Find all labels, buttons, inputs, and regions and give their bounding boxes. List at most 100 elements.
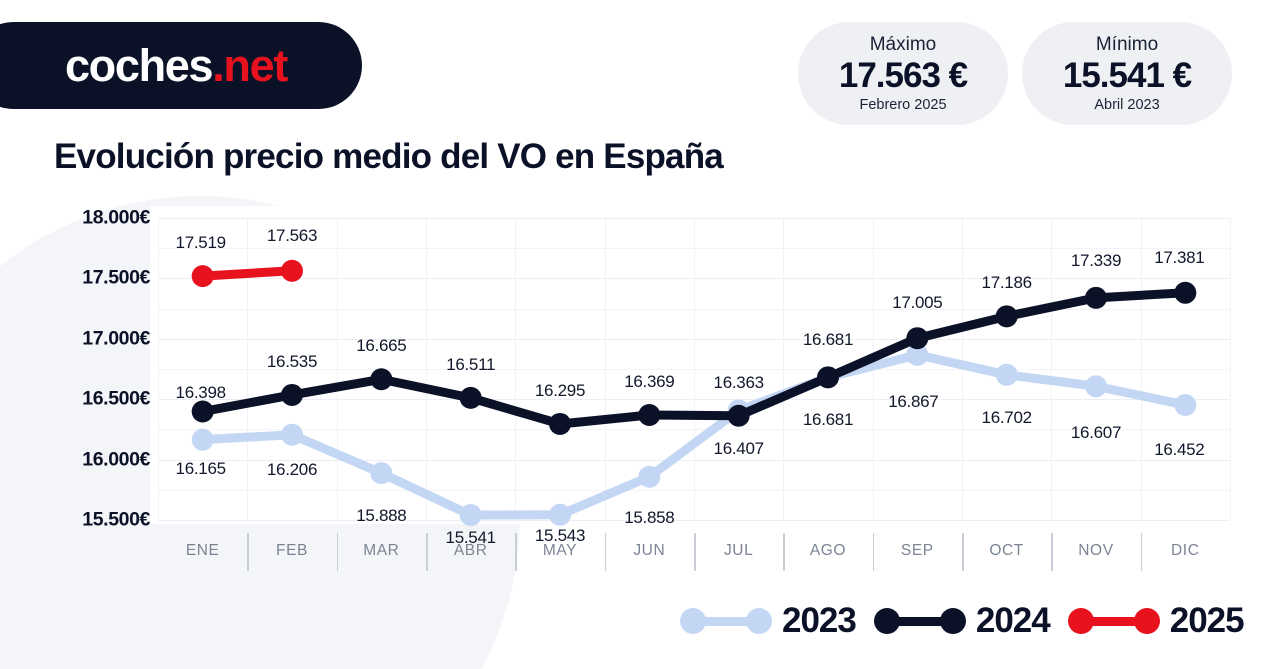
y-axis-tick-label: 17.500€ <box>82 266 150 289</box>
data-label-2024-JUN: 16.369 <box>624 372 675 392</box>
x-axis-tick-label: JUL <box>723 542 754 559</box>
y-axis-tick-label: 15.500€ <box>82 508 150 531</box>
x-axis-tick-label: NOV <box>1078 542 1114 559</box>
series-line-2025 <box>198 266 297 281</box>
data-point-2024-FEB <box>281 383 303 406</box>
data-point-2024-SEP <box>906 327 929 350</box>
x-axis-tick-label: FEB <box>276 542 308 559</box>
stat-card-minimum: Mínimo 15.541 € Abril 2023 <box>1022 22 1232 125</box>
data-point-2023-FEB <box>281 423 303 446</box>
legend-label-2025: 2025 <box>1169 601 1245 640</box>
legend-swatch-2023 <box>680 608 772 634</box>
data-label-2025-ENE: 17.519 <box>175 233 227 253</box>
data-point-2024-NOV <box>1085 286 1107 309</box>
gridline-major <box>158 520 1230 521</box>
stat-card-maximum: Máximo 17.563 € Febrero 2025 <box>798 22 1008 125</box>
data-label-2024-MAR: 16.665 <box>356 336 407 356</box>
logo-text-suffix: .net <box>212 40 288 91</box>
page-title: Evolución precio medio del VO en España <box>54 137 724 176</box>
data-label-2024-ABR: 16.511 <box>446 354 496 374</box>
gridline-vertical <box>694 218 695 520</box>
logo-text-main: coches <box>64 40 214 91</box>
data-label-2023-JUL: 16.407 <box>713 439 765 459</box>
x-axis-tick-mark <box>1051 533 1053 571</box>
legend-item-2024[interactable]: 2024 <box>873 601 1068 641</box>
data-label-2024-FEB: 16.535 <box>266 351 318 371</box>
y-axis-labels: 18.000€ 17.500€ 17.000€ 16.500€ 16.000€ 15.50… <box>0 0 150 669</box>
stat-card-minimum-label: Mínimo <box>1095 34 1159 56</box>
legend-label-2023: 2023 <box>782 601 857 640</box>
data-label-2023-MAR: 15.888 <box>356 506 407 526</box>
legend-item-2023[interactable]: 2023 <box>680 601 874 641</box>
data-point-2023-JUN <box>638 465 661 488</box>
data-label-2023-SEP: 16.867 <box>888 391 939 411</box>
legend-swatch-2025 <box>1067 608 1160 634</box>
data-label-2024-ENE: 16.398 <box>175 382 227 402</box>
data-label-2023-JUN: 15.858 <box>624 507 675 527</box>
x-axis-tick-mark <box>1140 533 1143 571</box>
x-axis-tick-label: AGO <box>809 542 847 559</box>
data-label-2023-ABR: 15.541 <box>445 528 497 548</box>
data-point-2023-ENE <box>191 428 214 451</box>
data-point-2023-OCT <box>995 363 1018 386</box>
gridline-vertical <box>1230 218 1231 520</box>
data-point-2023-MAR <box>370 462 393 485</box>
legend-label-2024: 2024 <box>975 601 1051 640</box>
data-point-2024-JUN <box>638 404 661 427</box>
y-axis-tick-label: 18.000€ <box>82 206 150 229</box>
data-point-2025-FEB <box>281 259 303 282</box>
x-axis-tick-mark <box>962 533 964 571</box>
gridline-vertical <box>426 218 427 520</box>
data-label-2023-ENE: 16.165 <box>175 458 227 478</box>
x-axis-labels: ENE FEB MAR ABR MAY JUN JUL AGO SEP OCT NOV DIC <box>158 542 1230 572</box>
stat-card-maximum-period: Febrero 2025 <box>859 96 947 113</box>
stat-cards-group: Máximo 17.563 € Febrero 2025 Mínimo 15.5… <box>798 22 1232 125</box>
stat-card-maximum-value: 17.563 € <box>838 56 968 96</box>
gridline-vertical <box>515 218 517 520</box>
x-axis-tick-label: DIC <box>1171 542 1200 559</box>
gridline-vertical <box>1140 218 1142 520</box>
data-point-2024-MAY <box>549 412 571 435</box>
data-point-2024-ENE <box>191 400 214 423</box>
stat-card-maximum-label: Máximo <box>869 34 937 56</box>
data-label-2024-DIC: 17.381 <box>1154 247 1205 267</box>
x-axis-tick-mark <box>247 533 249 571</box>
x-axis-tick-label: ENE <box>185 542 220 559</box>
gridline-vertical <box>783 218 785 520</box>
logo-wordmark: coches.net <box>64 40 288 91</box>
y-axis-tick-label: 16.000€ <box>82 448 150 471</box>
data-point-2024-OCT <box>995 305 1018 328</box>
data-point-2024-ABR <box>459 386 482 409</box>
series-line-2023 <box>198 350 1190 520</box>
data-point-2023-NOV <box>1085 375 1107 398</box>
data-point-2023-ABR <box>459 504 482 527</box>
legend-item-2025[interactable]: 2025 <box>1067 601 1262 641</box>
data-point-2024-DIC <box>1174 281 1197 304</box>
data-label-2023-NOV: 16.607 <box>1070 423 1122 443</box>
legend-swatch-2024 <box>873 608 966 634</box>
data-label-2023-AGO: 16.681 <box>802 410 854 430</box>
x-axis-tick-mark <box>515 533 517 571</box>
x-axis-tick-label: MAY <box>542 542 578 559</box>
gridline-vertical <box>247 218 249 520</box>
x-axis-tick-mark <box>872 533 875 571</box>
data-label-2023-OCT: 16.702 <box>981 407 1033 427</box>
data-label-2025-FEB: 17.563 <box>266 225 318 245</box>
x-axis-tick-label: ABR <box>453 542 488 559</box>
data-point-2023-DIC <box>1174 393 1197 416</box>
data-label-2024-MAY: 16.295 <box>534 380 586 400</box>
x-axis-tick-label: SEP <box>900 542 934 559</box>
x-axis-tick-label: OCT <box>989 542 1024 559</box>
gridline-vertical <box>158 218 159 520</box>
x-axis-tick-mark <box>694 533 696 571</box>
data-point-2024-MAR <box>370 368 393 391</box>
stat-card-minimum-value: 15.541 € <box>1062 56 1192 96</box>
x-axis-tick-mark <box>783 533 785 571</box>
x-axis-tick-label: JUN <box>633 542 666 559</box>
gridline-vertical <box>604 218 606 520</box>
data-label-2024-SEP: 17.005 <box>892 293 943 313</box>
coches-net-logo: coches.net <box>0 22 362 109</box>
